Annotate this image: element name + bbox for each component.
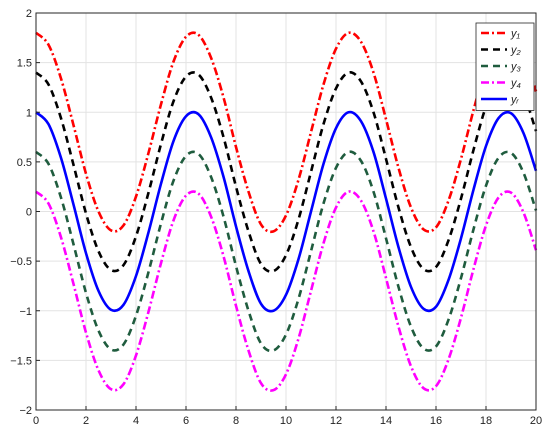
legend: y₁ y₂ y₃ y₄ yᵣ [475,22,535,111]
x-tick-label: 16 [430,415,442,427]
x-tick-label: 2 [83,415,89,427]
x-tick-label: 8 [233,415,239,427]
x-tick-label: 20 [530,415,542,427]
legend-label: y₃ [510,61,522,73]
x-tick-label: 0 [33,415,39,427]
y-tick-label: −1 [19,306,32,318]
y-tick-label: 0.5 [17,157,32,169]
legend-label: y₂ [510,45,522,57]
x-tick-label: 10 [280,415,292,427]
series-line-3 [35,150,538,353]
y-tick-label: −2 [19,405,32,417]
x-tick-label: 4 [133,415,139,427]
series-line-2 [35,71,538,273]
y-tick-label: 1 [26,107,32,119]
x-tick-label: 18 [480,415,492,427]
series-group [35,31,538,392]
x-tick-label: 12 [330,415,342,427]
series-line-5 [35,110,538,313]
x-tick-label: 6 [183,415,189,427]
y-tick-label: 0 [26,207,32,219]
legend-label: y₁ [510,28,521,40]
y-tick-label: 2 [26,8,32,20]
y-tick-label: −0.5 [10,256,32,268]
series-line-4 [35,190,538,392]
y-tick-label: 1.5 [17,58,32,70]
axis-ticks: 0 2 4 6 8 10 12 14 16 18 20 −2 −1.5 −1 −0.5 0 0.5 1 1.5 2 [10,8,542,427]
legend-label: yᵣ [510,94,520,106]
y-tick-label: −1.5 [10,355,32,367]
series-line-1 [35,31,538,234]
x-tick-label: 14 [380,415,392,427]
legend-label: y₄ [510,78,521,90]
